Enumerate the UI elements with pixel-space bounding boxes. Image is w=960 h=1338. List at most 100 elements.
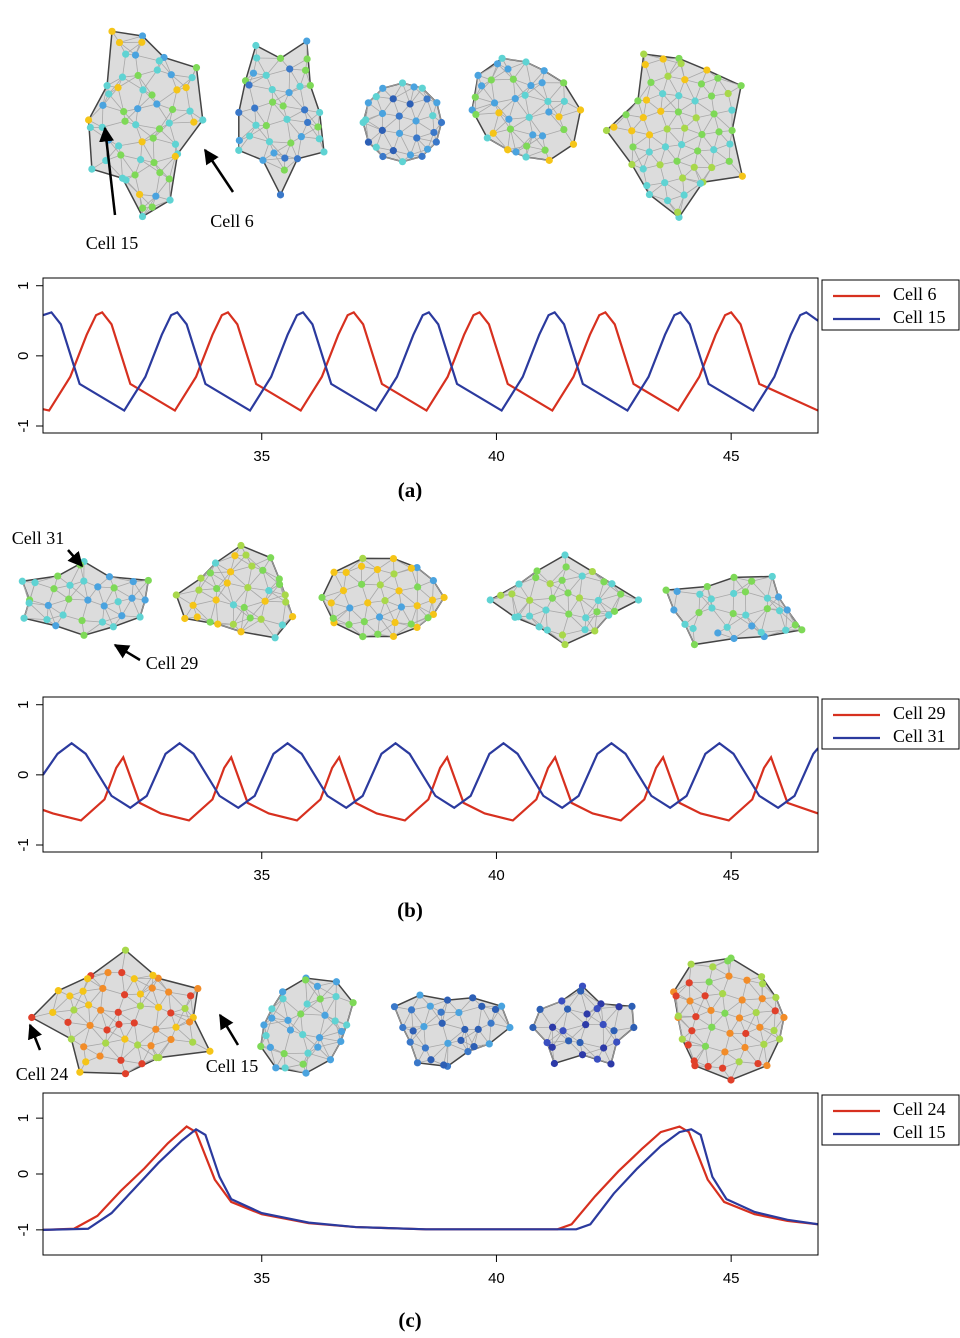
mesh-edge <box>613 1006 620 1031</box>
mesh-node <box>320 148 328 156</box>
mesh-edge <box>83 621 103 636</box>
mesh-edge <box>745 591 768 599</box>
mesh-node <box>721 1048 729 1056</box>
mesh-node <box>357 562 366 570</box>
mesh-node <box>279 102 287 110</box>
mesh-node <box>280 166 288 174</box>
mesh-node <box>763 594 772 602</box>
mesh-edge <box>579 597 598 613</box>
mesh-node <box>67 1035 75 1043</box>
mesh-node <box>641 60 649 69</box>
mesh-edge <box>47 605 57 626</box>
mesh-node <box>390 570 398 578</box>
mesh-node <box>783 606 791 614</box>
mesh-node <box>688 1027 696 1035</box>
mesh-node <box>763 605 771 613</box>
mesh-node <box>246 132 254 140</box>
mesh-node <box>690 163 698 171</box>
mesh-node <box>735 1014 744 1022</box>
mesh <box>468 54 585 164</box>
annotation-arrow <box>28 1023 42 1051</box>
mesh-node <box>54 572 62 580</box>
mesh-node <box>283 115 291 123</box>
mesh-node <box>326 1056 335 1064</box>
mesh-node <box>414 583 422 591</box>
mesh-node <box>181 614 189 623</box>
mesh-node <box>171 140 180 148</box>
mesh-node <box>297 1010 305 1018</box>
mesh-node <box>281 1064 289 1072</box>
mesh-node <box>43 616 51 624</box>
mesh-node <box>673 157 681 165</box>
mesh-node <box>330 568 338 576</box>
mesh-edge <box>767 597 788 611</box>
mesh-node <box>752 1008 760 1017</box>
mesh-edge <box>297 136 302 159</box>
mesh-edge <box>425 1042 448 1049</box>
mesh-edge <box>501 1006 511 1028</box>
mesh-node <box>798 626 806 634</box>
mesh-node <box>487 76 495 84</box>
mesh-node <box>270 149 278 157</box>
mesh-edge <box>299 86 306 110</box>
mesh-node <box>757 973 766 981</box>
caption: (c) <box>398 1308 421 1332</box>
mesh-node <box>412 117 420 125</box>
mesh-node <box>506 125 515 133</box>
mesh-node <box>173 86 181 94</box>
mesh-node <box>59 611 67 619</box>
mesh-edge <box>209 599 217 623</box>
mesh-node <box>189 1038 197 1046</box>
legend-label: Cell 31 <box>893 726 946 746</box>
y-tick-label: 1 <box>15 282 32 290</box>
x-tick-label: 45 <box>723 867 740 884</box>
mesh-node <box>240 603 248 612</box>
mesh-node <box>96 1052 104 1060</box>
mesh-node <box>536 1005 544 1014</box>
x-tick-label: 40 <box>488 867 505 884</box>
mesh-edge <box>265 58 281 76</box>
mesh-node <box>690 1057 698 1065</box>
annotation: Cell 15 <box>206 1056 259 1076</box>
mesh-node <box>136 990 145 998</box>
mesh-edge <box>458 1005 482 1013</box>
mesh-node <box>138 212 147 221</box>
mesh-node <box>780 1013 788 1022</box>
mesh-node <box>719 990 727 998</box>
mesh-node <box>577 987 585 995</box>
mesh-edge <box>393 86 415 100</box>
mesh-edge <box>525 156 550 161</box>
mesh-node <box>725 972 733 980</box>
mesh-node <box>506 1023 514 1032</box>
series-line <box>43 754 818 822</box>
mesh-node <box>540 67 548 75</box>
mesh-node <box>79 987 87 995</box>
mesh-edge <box>215 562 228 584</box>
mesh-node <box>190 118 198 126</box>
mesh-node <box>560 79 568 87</box>
mesh-node <box>130 1019 138 1027</box>
mesh-node <box>321 1011 329 1019</box>
annotation-arrow <box>113 643 141 662</box>
mesh-edge <box>117 75 139 88</box>
mesh-edge <box>155 1007 159 1030</box>
mesh-node <box>757 628 765 636</box>
mesh-node <box>607 1060 615 1068</box>
mesh-edge <box>83 1042 106 1048</box>
mesh-node <box>114 598 122 606</box>
mesh-edge <box>398 590 418 607</box>
mesh-edge <box>34 575 58 584</box>
mesh-node <box>389 632 398 641</box>
mesh-node <box>251 104 259 112</box>
mesh-edge <box>677 591 700 595</box>
mesh-node <box>134 1041 142 1049</box>
mesh <box>172 541 297 642</box>
mesh-edge <box>632 146 644 170</box>
mesh-outline <box>321 557 445 638</box>
mesh-node <box>645 148 653 156</box>
mesh-edge <box>71 1025 91 1040</box>
mesh-node <box>342 568 350 577</box>
mesh-node <box>214 620 222 628</box>
mesh-edge <box>170 1039 193 1043</box>
